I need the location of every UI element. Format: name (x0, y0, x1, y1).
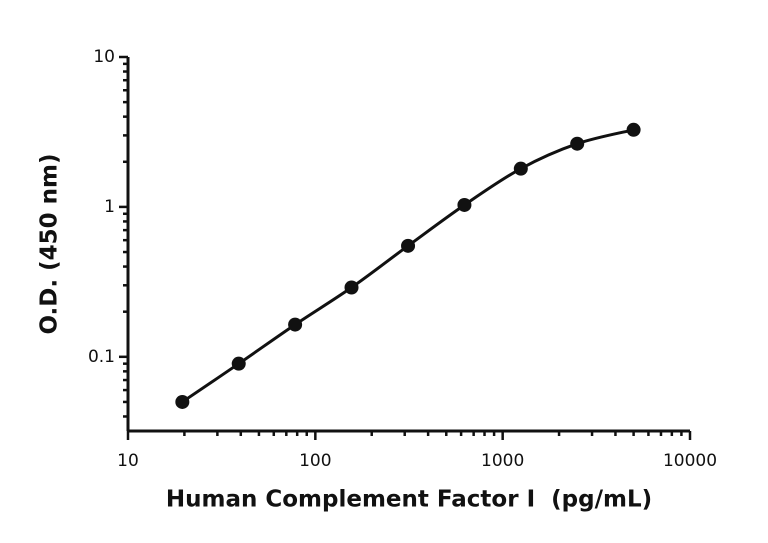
x-tick-label: 10000 (663, 451, 717, 471)
data-point (344, 280, 359, 295)
data-point (175, 394, 190, 409)
y-tick-label: 0.1 (88, 347, 115, 367)
data-point (231, 356, 246, 371)
data-point (626, 122, 641, 137)
x-tick-label: 100 (299, 451, 331, 471)
y-tick-label: 1 (104, 197, 115, 217)
data-point (401, 238, 416, 253)
data-point (513, 161, 528, 176)
fit-curve (181, 128, 634, 404)
x-tick-label: 10 (117, 451, 139, 471)
data-point (457, 197, 472, 212)
data-point (288, 317, 303, 332)
x-axis-label: Human Complement Factor I (pg/mL) (166, 487, 652, 513)
x-tick-label: 1000 (481, 451, 524, 471)
y-tick-label: 10 (93, 47, 115, 67)
data-point (570, 136, 585, 151)
y-axis-label: O.D. (450 nm) (37, 153, 63, 334)
